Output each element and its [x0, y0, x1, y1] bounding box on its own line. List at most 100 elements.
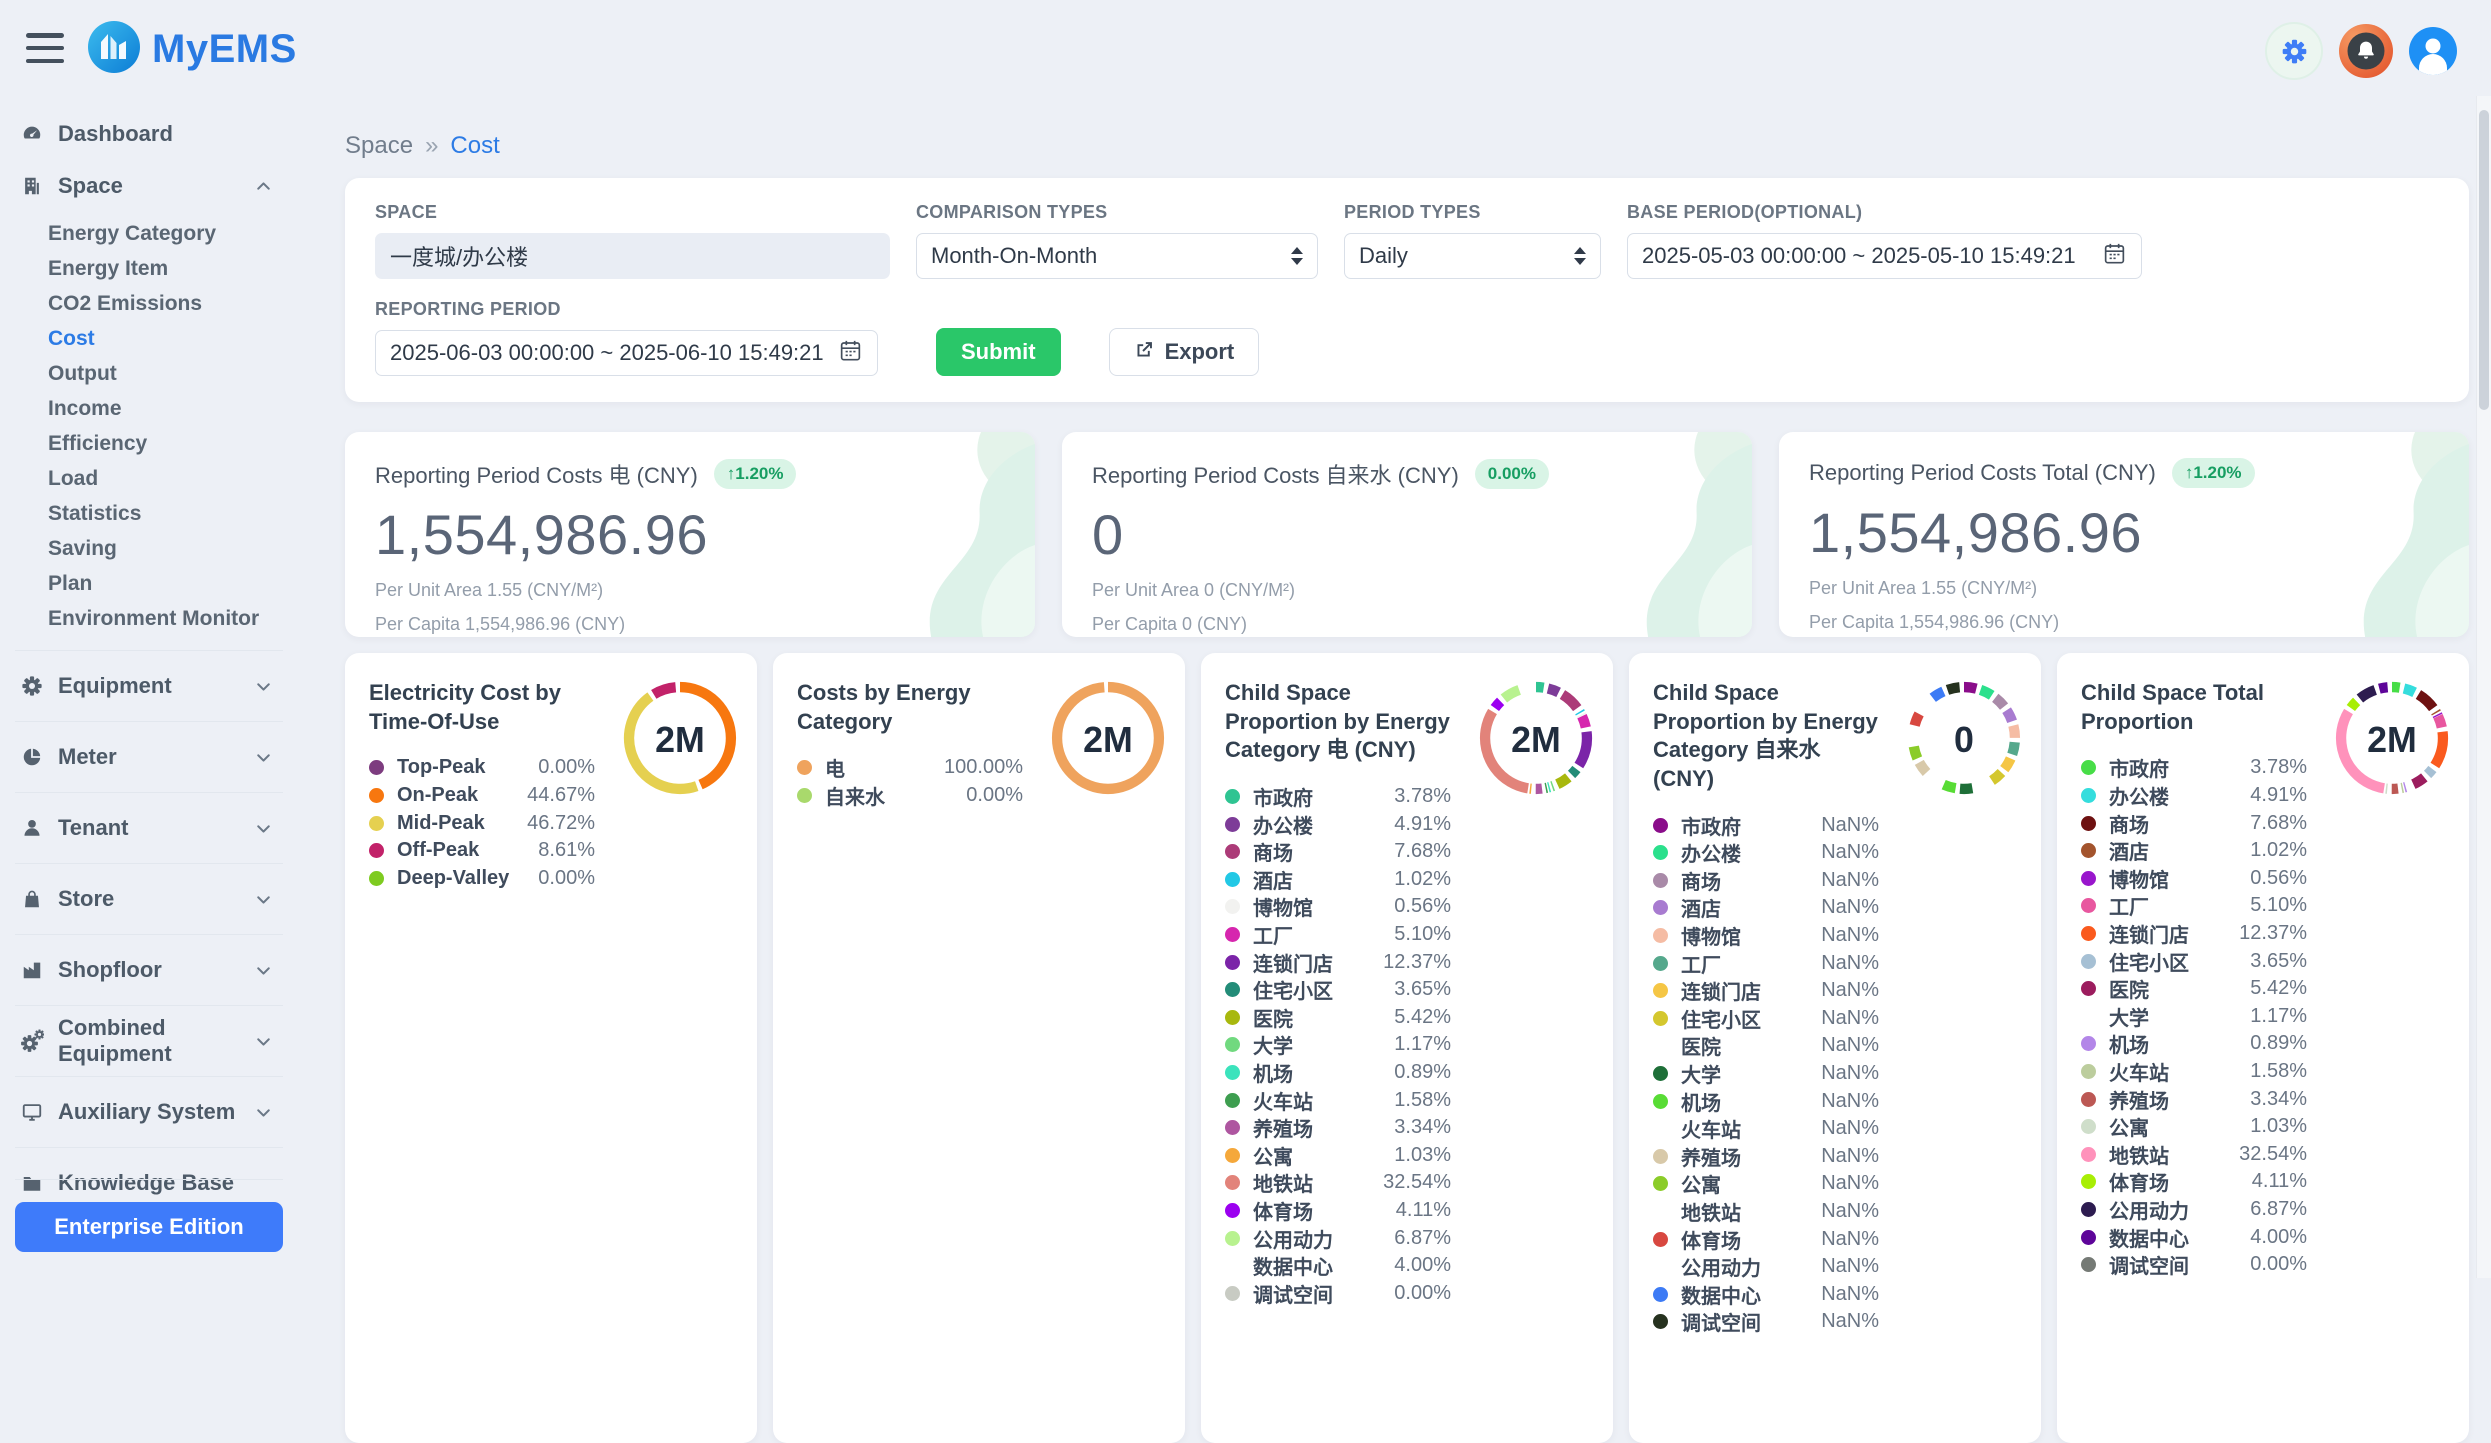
- scrollbar-thumb[interactable]: [2479, 110, 2489, 410]
- sidebar-item-plan[interactable]: Plan: [0, 566, 298, 601]
- legend-item[interactable]: 大学1.17%: [2081, 1003, 2307, 1031]
- legend-item[interactable]: Off-Peak8.61%: [369, 837, 595, 865]
- comparison-types-select[interactable]: Month-On-Month: [916, 233, 1318, 279]
- sidebar-item-efficiency[interactable]: Efficiency: [0, 426, 298, 461]
- legend-item[interactable]: 调试空间0.00%: [2081, 1251, 2307, 1279]
- sidebar-item-space[interactable]: Space: [0, 160, 298, 212]
- legend-item[interactable]: 地铁站32.54%: [2081, 1141, 2307, 1169]
- sidebar-item-cost[interactable]: Cost: [0, 321, 298, 356]
- legend-item[interactable]: 酒店NaN%: [1653, 894, 1879, 922]
- legend-item[interactable]: 数据中心4.00%: [2081, 1223, 2307, 1251]
- period-types-select[interactable]: Daily: [1344, 233, 1601, 279]
- legend-item[interactable]: 商场7.68%: [2081, 809, 2307, 837]
- breadcrumb-cost-link[interactable]: Cost: [450, 132, 499, 160]
- base-period-input[interactable]: 2025-05-03 00:00:00 ~ 2025-05-10 15:49:2…: [1627, 233, 2142, 279]
- sidebar-item-saving[interactable]: Saving: [0, 531, 298, 566]
- legend-item[interactable]: 养殖场3.34%: [1225, 1114, 1451, 1142]
- legend-item[interactable]: Mid-Peak46.72%: [369, 809, 595, 837]
- export-button[interactable]: Export: [1109, 328, 1260, 376]
- menu-icon[interactable]: [26, 33, 64, 63]
- legend-item[interactable]: 工厂5.10%: [2081, 892, 2307, 920]
- sidebar-item-statistics[interactable]: Statistics: [0, 496, 298, 531]
- settings-gear-icon[interactable]: [2265, 22, 2323, 80]
- legend-item[interactable]: 机场0.89%: [2081, 1030, 2307, 1058]
- legend-item[interactable]: 大学1.17%: [1225, 1031, 1451, 1059]
- legend-item[interactable]: 公寓1.03%: [1225, 1142, 1451, 1170]
- sidebar-item-tenant[interactable]: Tenant: [15, 792, 283, 863]
- legend-item[interactable]: 商场NaN%: [1653, 867, 1879, 895]
- legend-item[interactable]: 大学NaN%: [1653, 1060, 1879, 1088]
- legend-item[interactable]: 市政府3.78%: [1225, 783, 1451, 811]
- legend-item[interactable]: 电100.00%: [797, 754, 1023, 782]
- legend-item[interactable]: 连锁门店NaN%: [1653, 977, 1879, 1005]
- legend-item[interactable]: 公用动力NaN%: [1653, 1253, 1879, 1281]
- sidebar-item-combined-equipment[interactable]: Combined Equipment: [15, 1005, 283, 1076]
- sidebar-item-auxiliary-system[interactable]: Auxiliary System: [15, 1076, 283, 1147]
- legend-item[interactable]: 住宅小区NaN%: [1653, 1005, 1879, 1033]
- legend-item[interactable]: 火车站1.58%: [2081, 1058, 2307, 1086]
- sidebar-item-energy-category[interactable]: Energy Category: [0, 216, 298, 251]
- legend-item[interactable]: 自来水0.00%: [797, 782, 1023, 810]
- legend-item[interactable]: On-Peak44.67%: [369, 782, 595, 810]
- user-avatar-icon[interactable]: [2409, 27, 2457, 75]
- sidebar-item-environment-monitor[interactable]: Environment Monitor: [0, 601, 298, 636]
- legend-item[interactable]: 工厂NaN%: [1653, 949, 1879, 977]
- sidebar-item-energy-item[interactable]: Energy Item: [0, 251, 298, 286]
- legend-item[interactable]: Top-Peak0.00%: [369, 754, 595, 782]
- legend-item[interactable]: 市政府NaN%: [1653, 811, 1879, 839]
- legend-item[interactable]: 养殖场3.34%: [2081, 1085, 2307, 1113]
- legend-item[interactable]: 医院5.42%: [1225, 1004, 1451, 1032]
- legend-item[interactable]: 连锁门店12.37%: [2081, 920, 2307, 948]
- legend-item[interactable]: 酒店1.02%: [2081, 837, 2307, 865]
- legend-item[interactable]: 公寓1.03%: [2081, 1113, 2307, 1141]
- sidebar-item-co2-emissions[interactable]: CO2 Emissions: [0, 286, 298, 321]
- legend-item[interactable]: 公用动力6.87%: [1225, 1224, 1451, 1252]
- legend-item[interactable]: 公寓NaN%: [1653, 1170, 1879, 1198]
- legend-item[interactable]: 办公楼NaN%: [1653, 839, 1879, 867]
- legend-item[interactable]: 机场0.89%: [1225, 1059, 1451, 1087]
- legend-item[interactable]: 酒店1.02%: [1225, 866, 1451, 894]
- space-input[interactable]: 一度城/办公楼: [375, 233, 890, 279]
- legend-item[interactable]: 机场NaN%: [1653, 1087, 1879, 1115]
- legend-item[interactable]: 商场7.68%: [1225, 838, 1451, 866]
- legend-item[interactable]: 地铁站32.54%: [1225, 1169, 1451, 1197]
- legend-item[interactable]: 调试空间0.00%: [1225, 1279, 1451, 1307]
- legend-item[interactable]: 连锁门店12.37%: [1225, 948, 1451, 976]
- legend-item[interactable]: 住宅小区3.65%: [2081, 947, 2307, 975]
- legend-item[interactable]: 办公楼4.91%: [1225, 810, 1451, 838]
- legend-item[interactable]: 工厂5.10%: [1225, 921, 1451, 949]
- breadcrumb-space-link[interactable]: Space: [345, 132, 413, 160]
- legend-item[interactable]: 医院NaN%: [1653, 1032, 1879, 1060]
- legend-item[interactable]: 体育场NaN%: [1653, 1225, 1879, 1253]
- legend-item[interactable]: Deep-Valley0.00%: [369, 865, 595, 893]
- sidebar-item-income[interactable]: Income: [0, 391, 298, 426]
- sidebar-item-store[interactable]: Store: [15, 863, 283, 934]
- sidebar-item-equipment[interactable]: Equipment: [15, 650, 283, 721]
- legend-item[interactable]: 博物馆NaN%: [1653, 922, 1879, 950]
- sidebar-item-dashboard[interactable]: Dashboard: [0, 108, 298, 160]
- legend-item[interactable]: 博物馆0.56%: [2081, 865, 2307, 893]
- sidebar-item-meter[interactable]: Meter: [15, 721, 283, 792]
- sidebar-item-shopfloor[interactable]: Shopfloor: [15, 934, 283, 1005]
- submit-button[interactable]: Submit: [936, 328, 1061, 376]
- legend-item[interactable]: 体育场4.11%: [1225, 1197, 1451, 1225]
- legend-item[interactable]: 数据中心4.00%: [1225, 1252, 1451, 1280]
- legend-item[interactable]: 医院5.42%: [2081, 975, 2307, 1003]
- legend-item[interactable]: 火车站NaN%: [1653, 1115, 1879, 1143]
- legend-item[interactable]: 数据中心NaN%: [1653, 1280, 1879, 1308]
- sidebar-item-output[interactable]: Output: [0, 356, 298, 391]
- sidebar-item-load[interactable]: Load: [0, 461, 298, 496]
- legend-item[interactable]: 住宅小区3.65%: [1225, 976, 1451, 1004]
- notifications-bell-icon[interactable]: [2339, 24, 2393, 78]
- legend-item[interactable]: 办公楼4.91%: [2081, 782, 2307, 810]
- legend-item[interactable]: 火车站1.58%: [1225, 1086, 1451, 1114]
- app-logo[interactable]: MyEMS: [88, 21, 297, 78]
- legend-item[interactable]: 博物馆0.56%: [1225, 893, 1451, 921]
- legend-item[interactable]: 地铁站NaN%: [1653, 1198, 1879, 1226]
- legend-item[interactable]: 体育场4.11%: [2081, 1168, 2307, 1196]
- legend-item[interactable]: 养殖场NaN%: [1653, 1143, 1879, 1171]
- legend-item[interactable]: 调试空间NaN%: [1653, 1308, 1879, 1336]
- legend-item[interactable]: 公用动力6.87%: [2081, 1196, 2307, 1224]
- enterprise-edition-button[interactable]: Enterprise Edition: [15, 1202, 283, 1252]
- legend-item[interactable]: 市政府3.78%: [2081, 754, 2307, 782]
